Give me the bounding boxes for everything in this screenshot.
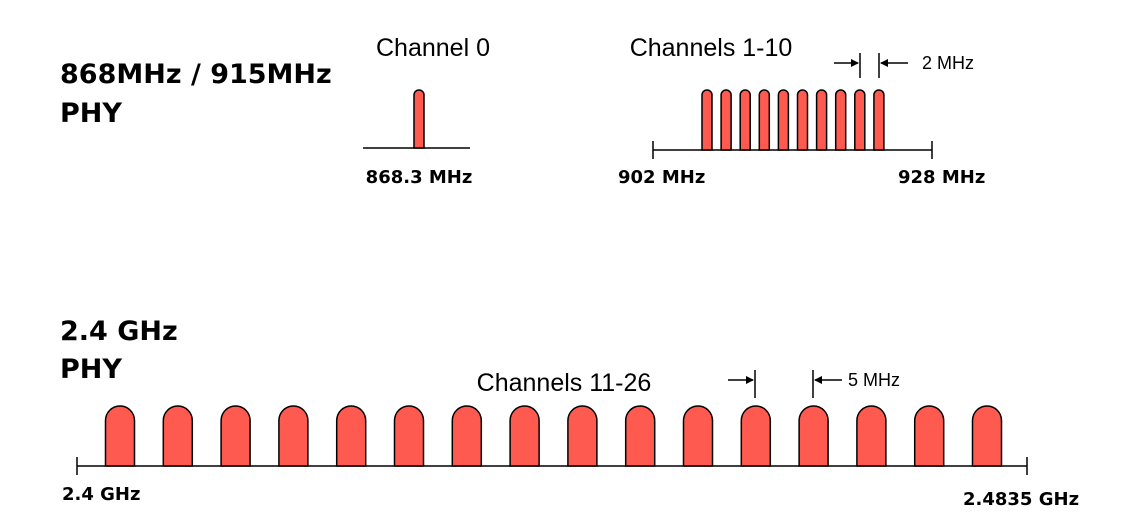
channels-1-10-pulse [815, 89, 828, 151]
channels-11-26-pulse [682, 405, 714, 467]
channel-0-pulse [413, 89, 425, 149]
phy-900-title-line2: PHY [60, 98, 122, 129]
channels-11-26-pulse [624, 405, 656, 467]
channels-1-10-pulse [873, 89, 885, 151]
channel-spacing-indicator-5mhz [728, 370, 842, 398]
channels-1-10-start-label: 902 MHz [618, 167, 705, 188]
channels-1-10-group [701, 89, 885, 151]
spacing-2mhz-label: 2 MHz [922, 53, 974, 73]
channel-0-label: Channel 0 [376, 34, 490, 62]
channels-1-10-pulse [720, 89, 732, 151]
channels-1-10-pulse [854, 89, 866, 151]
channels-11-26-pulse [451, 405, 483, 467]
channels-1-10-pulse [739, 89, 751, 151]
channels-1-10-pulse [777, 89, 790, 151]
channels-11-26-pulse [162, 405, 194, 467]
channels-11-26-pulse [278, 405, 309, 467]
phy-24-start-label: 2.4 GHz [62, 484, 140, 505]
channels-11-26-pulse [104, 405, 136, 467]
channels-11-26-pulse [335, 405, 367, 467]
phy-24-title-line2: PHY [60, 354, 122, 385]
spacing-5mhz-label: 5 MHz [848, 370, 900, 390]
channels-1-10-pulse [834, 89, 847, 151]
channels-11-26-group [104, 405, 1003, 467]
channels-1-10-pulse [701, 89, 713, 151]
channels-1-10-pulse [758, 89, 771, 151]
channels-11-26-pulse [567, 405, 598, 467]
channels-11-26-pulse [971, 405, 1003, 467]
channel-spacing-indicator-2mhz [834, 53, 908, 78]
channels-11-26-pulse [856, 405, 887, 467]
channels-11-26-pulse [393, 405, 425, 467]
channels-11-26-pulse [740, 405, 772, 467]
channel-0-frequency-label: 868.3 MHz [366, 167, 473, 188]
channels-11-26-pulse [509, 405, 540, 467]
phy-24-end-label: 2.4835 GHz [963, 489, 1079, 510]
phy-900-title-line1: 868MHz / 915MHz [60, 59, 332, 90]
channels-11-26-pulse [798, 405, 829, 467]
channel-0-group [413, 89, 425, 149]
channels-11-26-label: Channels 11-26 [477, 369, 652, 397]
channels-1-10-end-label: 928 MHz [898, 167, 985, 188]
channels-11-26-pulse [913, 405, 945, 467]
phy-24-title-line1: 2.4 GHz [60, 316, 178, 347]
channels-1-10-label: Channels 1-10 [630, 34, 793, 62]
channels-1-10-pulse [796, 89, 809, 151]
channels-11-26-pulse [220, 405, 251, 467]
